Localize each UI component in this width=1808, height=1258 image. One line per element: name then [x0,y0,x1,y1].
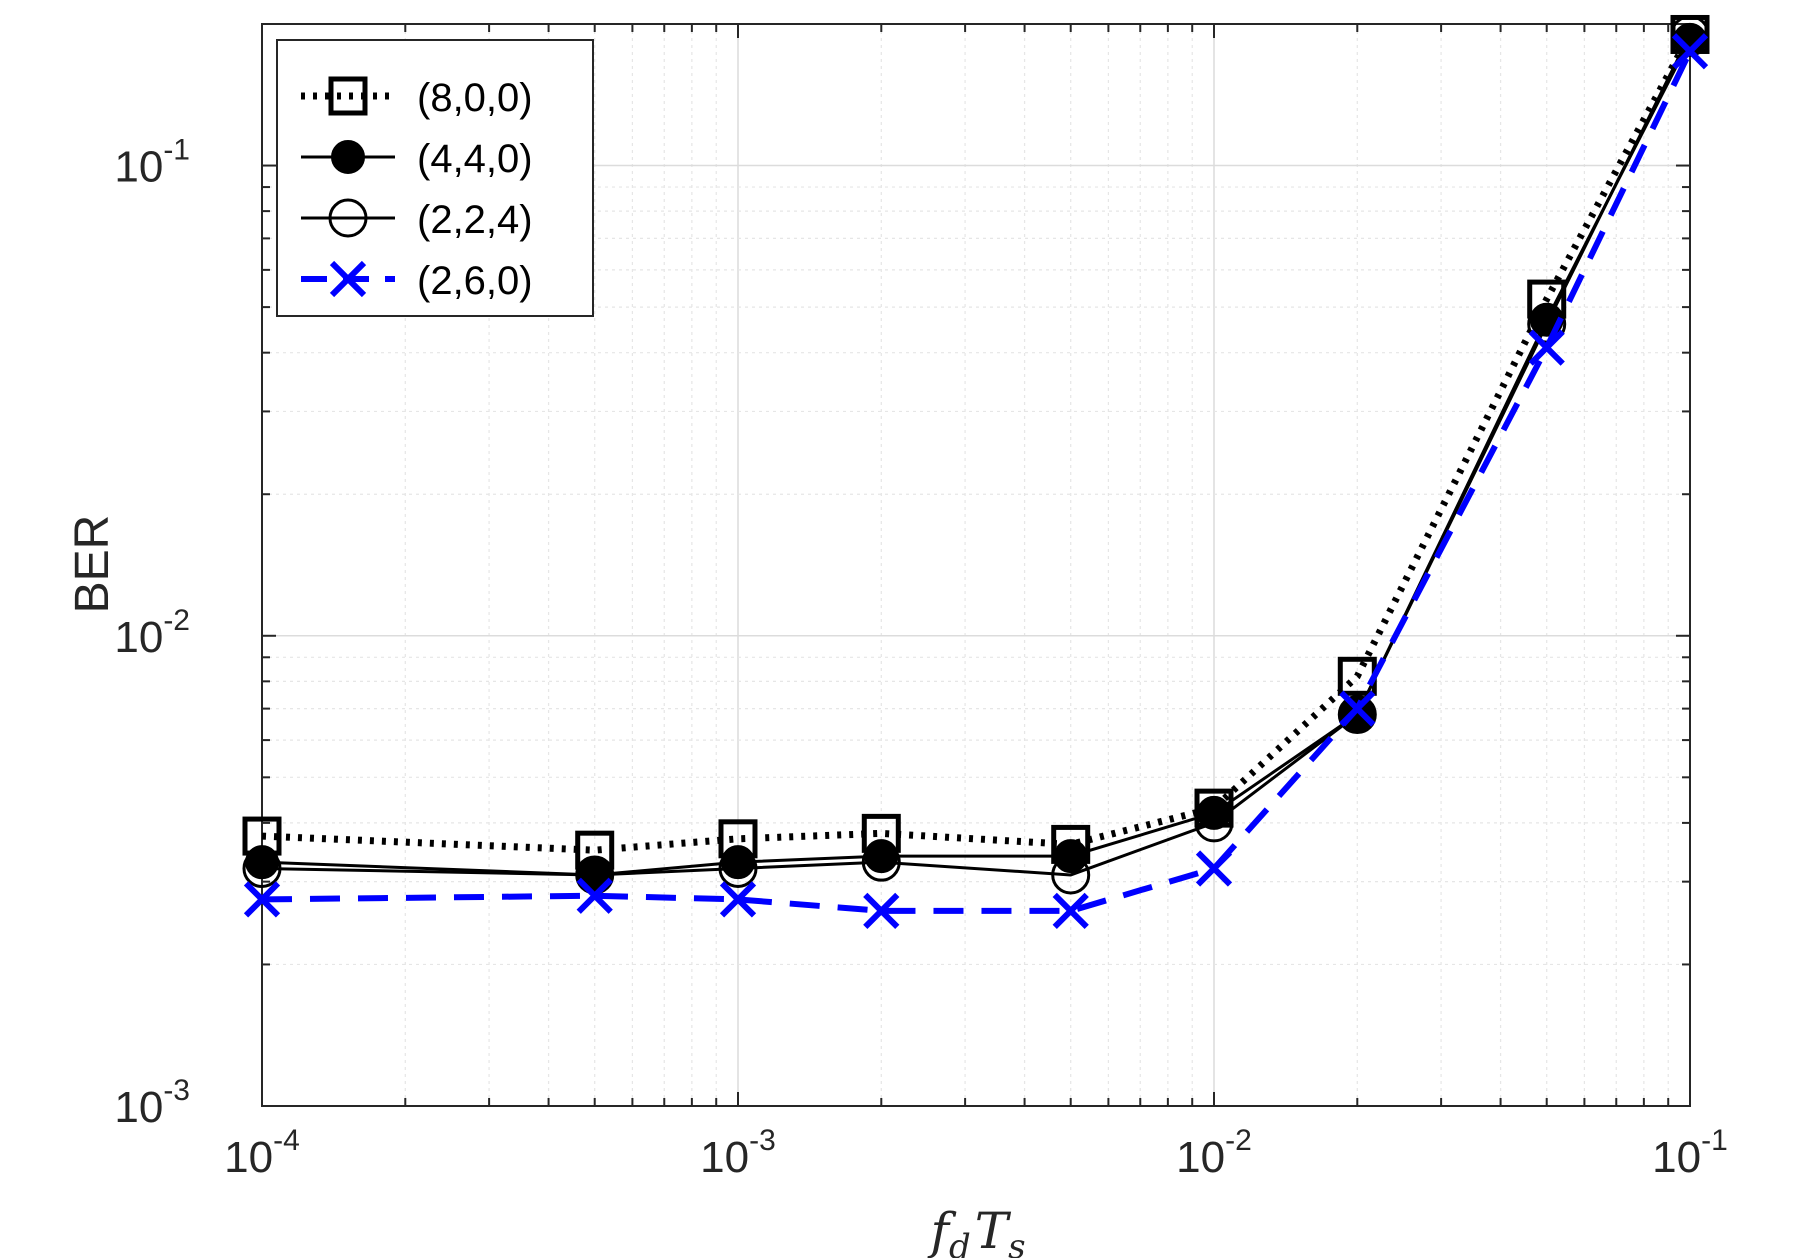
x-marker-stroke [1195,850,1233,887]
x-marker-stroke [1052,892,1089,929]
x-tick-label-base: 10 [700,1133,749,1182]
y-axis-label: BER [66,515,119,614]
data-point [1339,690,1376,727]
x-tick-label-base: 10 [224,1133,273,1182]
legend-label: (2,2,4) [417,198,533,242]
legend-entry: (2,6,0) [301,259,533,303]
x-marker-stroke [243,881,281,918]
legend-marker [328,76,368,116]
x-marker-stroke [1339,690,1376,727]
x-tick-label-exponent: -3 [749,1124,776,1157]
x-axis-label-t: T [975,1202,1012,1258]
x-tick-label-base: 10 [1176,1133,1225,1182]
y-tick-label-exponent: -2 [163,604,190,637]
data-point [242,848,282,888]
tick-labels: 10-4 10-3 10-2 10-110-310-210-1 [114,134,1727,1182]
x-tick-label: 10-1 [1652,1124,1728,1182]
legend: (8,0,0) (4,4,0) (2,2,4) (2,6,0) [276,39,594,317]
x-axis-label-t-sub: s [1008,1227,1025,1258]
series-3 [243,33,1709,929]
y-tick-label-exponent: -3 [163,1074,190,1107]
legend-marker [329,260,367,298]
legend-label: (8,0,0) [417,76,533,120]
legend-marker [328,198,368,238]
x-marker-stroke [719,881,757,918]
series-line [261,33,1692,877]
data-point [576,877,613,914]
x-marker-stroke [576,877,613,914]
x-tick-label: 10-4 [224,1124,300,1182]
data-point [1671,33,1709,70]
legend-label: (4,4,0) [417,137,533,181]
data-point [243,881,281,918]
x-tick-label-exponent: -4 [273,1124,300,1157]
x-tick-label-exponent: -1 [1701,1124,1728,1157]
series-group [242,14,1710,929]
x-axis-label: fdTs [926,1202,1025,1258]
y-tick-label-base: 10 [114,1083,163,1132]
data-point [861,842,901,882]
legend-label: (2,6,0) [417,259,533,303]
x-marker-stroke [1671,33,1709,70]
x-tick-label-exponent: -2 [1225,1124,1252,1157]
legend-entry: (8,0,0) [301,76,533,120]
data-point [863,892,900,929]
x-tick-label: 10-2 [1176,1124,1252,1182]
x-marker-stroke [863,892,900,929]
data-point [1195,850,1233,887]
x-tick-label: 10-3 [700,1124,776,1182]
legend-entry: (4,4,0) [301,137,533,181]
y-tick-label: 10-1 [114,134,190,192]
legend-entry: (2,2,4) [301,198,533,242]
data-point [1337,695,1377,735]
data-point [719,881,757,918]
x-tick-label-base: 10 [1652,1133,1701,1182]
y-tick-label: 10-3 [114,1074,190,1132]
data-point [1052,892,1089,929]
y-tick-label: 10-2 [114,604,190,662]
y-tick-label-base: 10 [114,143,163,192]
x-marker-stroke [1528,329,1565,366]
x-marker-stroke [329,260,367,298]
data-point [1194,803,1234,843]
data-point [1051,855,1091,895]
series-line [261,49,1693,914]
x-axis-label-f-sub: d [949,1227,971,1258]
data-point [718,848,758,888]
data-point [1528,329,1565,366]
y-tick-label-base: 10 [114,613,163,662]
legend-marker [331,140,365,174]
plot-frame [261,23,1691,1107]
axis-ticks [261,23,1691,1107]
y-tick-label-exponent: -1 [163,134,190,167]
